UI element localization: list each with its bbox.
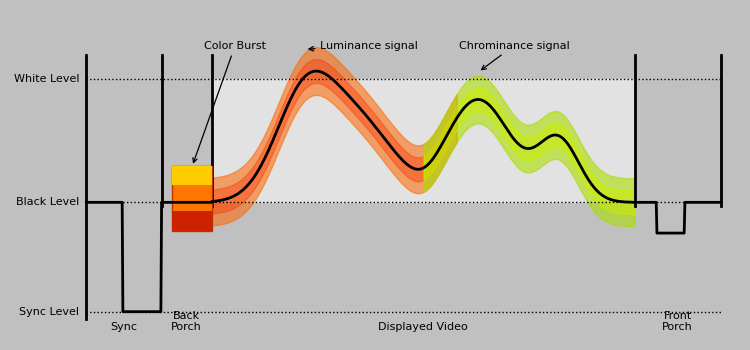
- Text: Sync: Sync: [110, 322, 137, 332]
- Text: Displayed Video: Displayed Video: [378, 322, 468, 332]
- Bar: [172, 211, 211, 231]
- Text: Luminance signal: Luminance signal: [309, 41, 419, 51]
- Bar: [172, 167, 211, 185]
- Text: Color Burst: Color Burst: [193, 41, 266, 162]
- Bar: [172, 167, 211, 231]
- Text: Black Level: Black Level: [16, 197, 80, 207]
- Text: Back
Porch: Back Porch: [171, 310, 202, 332]
- Text: Sync Level: Sync Level: [20, 307, 80, 317]
- Text: Front
Porch: Front Porch: [662, 310, 693, 332]
- Bar: [211, 79, 634, 202]
- Text: White Level: White Level: [13, 74, 80, 84]
- Text: Chrominance signal: Chrominance signal: [459, 41, 569, 70]
